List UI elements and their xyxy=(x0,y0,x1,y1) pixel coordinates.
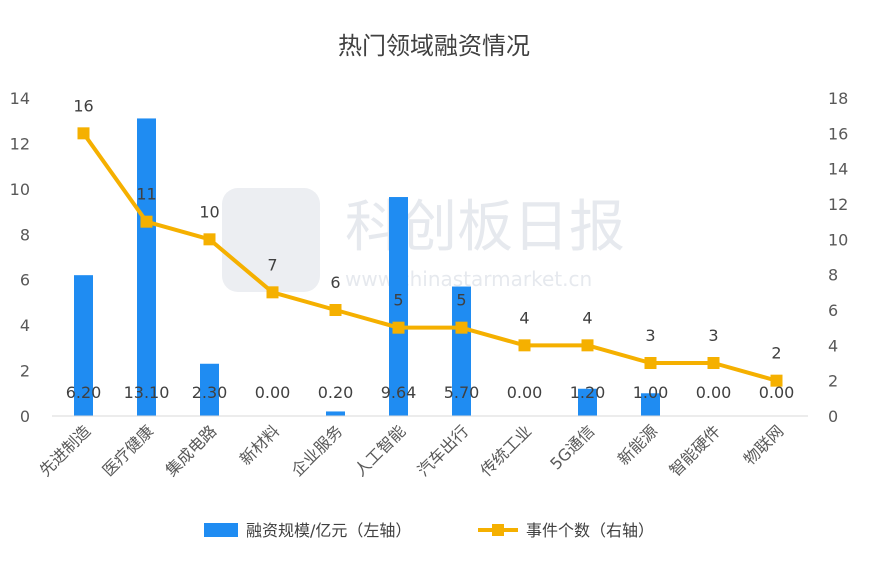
x-tick-label: 新能源 xyxy=(614,421,661,468)
y-left-tick-label: 14 xyxy=(10,89,30,108)
bar-data-label: 0.00 xyxy=(759,383,795,402)
bar-data-label: 9.64 xyxy=(381,383,417,402)
bar-data-label: 2.30 xyxy=(192,383,228,402)
bar-data-label: 0.00 xyxy=(696,383,732,402)
line-data-label: 5 xyxy=(393,291,403,310)
x-tick-label: 传统工业 xyxy=(477,421,536,480)
bar xyxy=(137,118,156,416)
bar xyxy=(641,393,660,416)
line-marker xyxy=(455,321,468,334)
line-marker xyxy=(392,321,405,334)
y-right-tick-label: 12 xyxy=(828,195,848,214)
x-tick-label: 智能硬件 xyxy=(666,421,725,480)
y-right-tick-label: 18 xyxy=(828,89,848,108)
chart-title: 热门领域融资情况 xyxy=(338,32,530,60)
bar xyxy=(326,411,345,416)
x-tick-label: 物联网 xyxy=(740,421,787,468)
line-marker xyxy=(707,357,720,369)
y-left-tick-label: 2 xyxy=(20,362,30,381)
x-tick-label: 企业服务 xyxy=(288,421,347,480)
watermark-name: 科创板日报 xyxy=(345,195,625,260)
line-data-label: 2 xyxy=(771,344,781,363)
y-left-tick-label: 12 xyxy=(10,134,30,153)
y-left-tick-label: 8 xyxy=(20,225,30,244)
line-marker xyxy=(581,339,594,352)
watermark-logo-icon xyxy=(222,188,320,292)
line-data-label: 4 xyxy=(582,308,592,327)
line-marker xyxy=(770,374,783,387)
x-tick-label: 人工智能 xyxy=(351,421,410,480)
line-marker xyxy=(203,233,216,246)
bar-data-label: 13.10 xyxy=(124,383,170,402)
y-right-tick-label: 0 xyxy=(828,407,838,426)
bar xyxy=(74,275,93,416)
bar-data-label: 1.00 xyxy=(633,383,669,402)
y-left-tick-label: 10 xyxy=(10,180,30,199)
x-tick-label: 汽车出行 xyxy=(414,421,473,480)
y-right-tick-label: 10 xyxy=(828,230,848,249)
line-data-label: 16 xyxy=(73,96,93,115)
bar-data-label: 6.20 xyxy=(66,383,102,402)
line-marker xyxy=(266,286,279,299)
line-marker xyxy=(77,127,90,140)
bar xyxy=(389,197,408,416)
legend-label: 事件个数（右轴） xyxy=(526,521,654,540)
line-data-label: 6 xyxy=(330,273,340,292)
legend-marker xyxy=(492,524,504,536)
y-right-tick-label: 2 xyxy=(828,372,838,391)
line-data-label: 4 xyxy=(519,308,529,327)
bar xyxy=(200,363,219,416)
x-tick-label: 医疗健康 xyxy=(99,421,158,480)
line-data-label: 3 xyxy=(645,326,655,345)
line-data-label: 3 xyxy=(708,326,718,345)
bar-data-label: 0.20 xyxy=(318,383,354,402)
y-right-tick-label: 16 xyxy=(828,124,848,143)
line-data-label: 5 xyxy=(456,291,466,310)
x-tick-label: 新材料 xyxy=(236,421,283,468)
bar-data-label: 0.00 xyxy=(255,383,291,402)
legend-swatch-bar xyxy=(204,523,238,537)
line-data-label: 11 xyxy=(136,185,156,204)
y-right-tick-label: 14 xyxy=(828,160,848,179)
legend-label: 融资规模/亿元（左轴） xyxy=(246,521,411,540)
bar-data-label: 0.00 xyxy=(507,383,543,402)
x-tick-label: 集成电路 xyxy=(162,421,221,480)
y-right-tick-label: 4 xyxy=(828,336,838,355)
series-line xyxy=(81,132,778,383)
x-tick-label: 先进制造 xyxy=(36,421,95,480)
line-marker xyxy=(644,357,657,369)
y-left-tick-label: 0 xyxy=(20,407,30,426)
bar-data-label: 1.20 xyxy=(570,383,606,402)
bar xyxy=(578,388,597,416)
line-marker xyxy=(329,304,342,316)
line-marker xyxy=(518,339,531,352)
line-data-label: 7 xyxy=(267,255,277,274)
y-left-tick-label: 6 xyxy=(20,271,30,290)
y-right-tick-label: 6 xyxy=(828,301,838,320)
line-data-label: 10 xyxy=(199,202,219,221)
y-right-tick-label: 8 xyxy=(828,266,838,285)
x-tick-label: 5G通信 xyxy=(546,421,598,473)
y-left-tick-label: 4 xyxy=(20,316,30,335)
bar-data-label: 5.70 xyxy=(444,383,480,402)
line-marker xyxy=(140,215,153,228)
bar xyxy=(452,286,471,416)
